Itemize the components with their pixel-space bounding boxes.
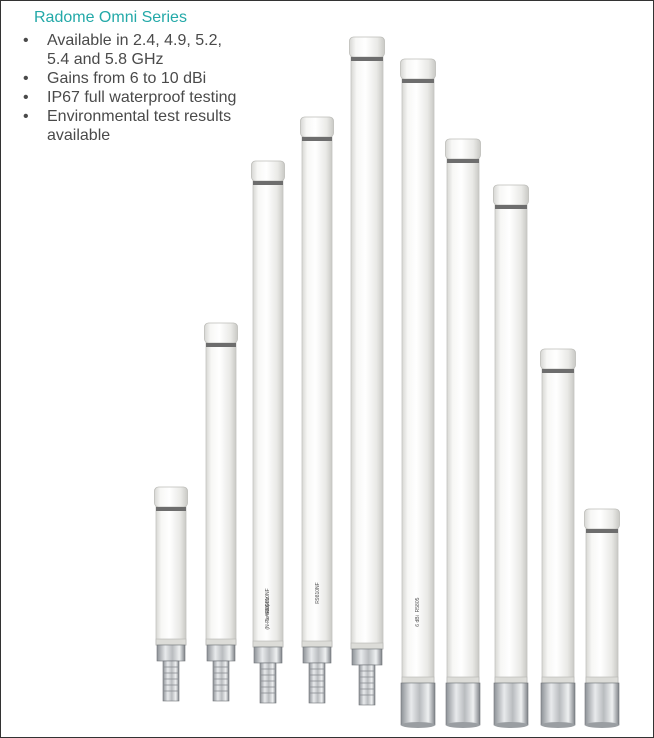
antenna-7: [445, 138, 481, 728]
antenna-4: [300, 116, 334, 704]
mount-base-rim: [494, 722, 528, 728]
radome-cap: [400, 58, 436, 80]
antenna-print-label: R5805: [415, 597, 421, 612]
radome-collar: [401, 676, 435, 684]
antenna-print-label: 6 dBi: [415, 615, 421, 626]
antenna-print-label: 5.470 GHz: [265, 597, 271, 621]
feature-item-bands: • Available in 2.4, 4.9, 5.2, 5.4 and 5.8…: [7, 31, 247, 69]
connector-nut: [351, 648, 383, 666]
radome-body: [252, 174, 284, 648]
radome-body: [401, 72, 435, 684]
feature-text: Gains from 6 to 10 dBi: [47, 70, 207, 87]
radome-collar: [585, 676, 619, 684]
radome-cap: [493, 184, 529, 206]
radome-body: [205, 336, 237, 646]
radome-collar: [252, 640, 284, 648]
radome-body: [446, 152, 480, 684]
radome-cap: [204, 322, 238, 344]
mount-base-rim: [585, 722, 619, 728]
radome-body: [541, 362, 575, 684]
feature-text: Available in 2.4, 4.9, 5.2, 5.4 and 5.8 …: [47, 32, 222, 68]
mount-base-rim: [446, 722, 480, 728]
radome-body: [301, 130, 333, 648]
antenna-5: [349, 36, 385, 706]
connector-nut: [253, 646, 283, 664]
radome-cap: [584, 508, 620, 530]
radome-collar: [494, 676, 528, 684]
antenna-print-label: (N-Female): [265, 604, 271, 630]
cap-ring: [206, 343, 236, 347]
antenna-print-label: RO0610NF: [265, 588, 271, 613]
cap-ring: [586, 529, 618, 533]
bullet-icon: •: [23, 70, 29, 87]
radome-body: [350, 50, 384, 650]
feature-item-gain: • Gains from 6 to 10 dBi: [7, 69, 247, 88]
bullet-icon: •: [23, 89, 29, 106]
feature-text: Environmental test results available: [47, 108, 232, 144]
radome-cap: [154, 486, 188, 508]
radome-body: [494, 198, 528, 684]
radome-collar: [155, 638, 187, 646]
antenna-9: [540, 348, 576, 728]
radome-cap: [445, 138, 481, 160]
mount-base-rim: [401, 722, 435, 728]
bullet-icon: •: [23, 32, 29, 49]
cap-ring: [495, 205, 527, 209]
connector-nut: [156, 644, 186, 662]
radome-collar: [301, 640, 333, 648]
cap-ring: [542, 369, 574, 373]
cap-ring: [447, 159, 479, 163]
mount-base: [400, 682, 436, 726]
radome-cap: [349, 36, 385, 58]
mount-base: [584, 682, 620, 726]
antenna-10: [584, 508, 620, 728]
antenna-2: [204, 322, 238, 702]
radome-body: [585, 522, 619, 684]
radome-collar: [205, 638, 237, 646]
radome-collar: [446, 676, 480, 684]
antenna-8: [493, 184, 529, 728]
antenna-1: [154, 486, 188, 702]
feature-text: IP67 full waterproof testing: [47, 89, 237, 106]
mount-base: [445, 682, 481, 726]
radome-cap: [540, 348, 576, 370]
feature-list: • Available in 2.4, 4.9, 5.2, 5.4 and 5.8…: [7, 31, 247, 145]
antenna-print-label: R9810NF: [315, 582, 321, 603]
bullet-icon: •: [23, 108, 29, 125]
cap-ring: [302, 137, 332, 141]
cap-ring: [253, 181, 283, 185]
mount-base: [493, 682, 529, 726]
mount-base-rim: [541, 722, 575, 728]
feature-item-waterproof: • IP67 full waterproof testing: [7, 88, 247, 107]
feature-item-testing: • Environmental test results available: [7, 107, 247, 145]
antenna-3: [251, 160, 285, 704]
cap-ring: [402, 79, 434, 83]
radome-cap: [251, 160, 285, 182]
radome-collar: [350, 642, 384, 650]
mount-base: [540, 682, 576, 726]
cap-ring: [156, 507, 186, 511]
antenna-6: [400, 58, 436, 728]
radome-cap: [300, 116, 334, 138]
radome-body: [155, 500, 187, 646]
connector-nut: [206, 644, 236, 662]
radome-collar: [541, 676, 575, 684]
series-title: Radome Omni Series: [34, 9, 187, 26]
cap-ring: [351, 57, 383, 61]
connector-nut: [302, 646, 332, 664]
